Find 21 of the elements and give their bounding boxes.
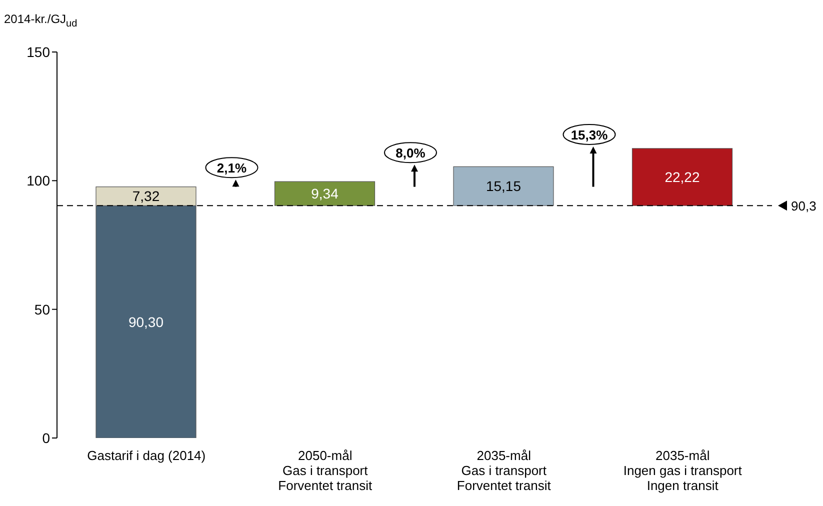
bar bbox=[453, 166, 554, 206]
bar bbox=[274, 181, 376, 206]
annotation: 8,0% bbox=[396, 146, 426, 161]
x-tick-label: Gastarif i dag (2014) bbox=[87, 448, 206, 463]
x-tick-label: 2050-mål Gas i transport Forventet transit bbox=[278, 448, 372, 493]
x-tick-label: 2035-mål Gas i transport Forventet transit bbox=[456, 448, 552, 493]
ref-line-label: 90,3 bbox=[791, 198, 816, 214]
y-tick-label: 50 bbox=[34, 301, 50, 318]
y-tick-label: 0 bbox=[42, 430, 50, 446]
y-axis-title: 2014-kr./GJ$_{ud}$ bbox=[4, 12, 78, 30]
annotation: 2,1% bbox=[216, 160, 247, 176]
data-label: 22,22 bbox=[664, 169, 700, 186]
x-tick-label: 2035-mål Ingen gas i transport Ingen transit bbox=[623, 448, 742, 493]
y-tick-label: 100 bbox=[26, 172, 50, 189]
data-label: 7,32 bbox=[132, 188, 160, 204]
bar bbox=[632, 148, 733, 206]
data-label: 90,30 bbox=[128, 314, 164, 330]
y-tick-label: 150 bbox=[26, 44, 50, 60]
data-label: 15,15 bbox=[486, 178, 522, 194]
annotation: 15,3% bbox=[570, 127, 608, 142]
data-label: 9,34 bbox=[311, 186, 339, 202]
